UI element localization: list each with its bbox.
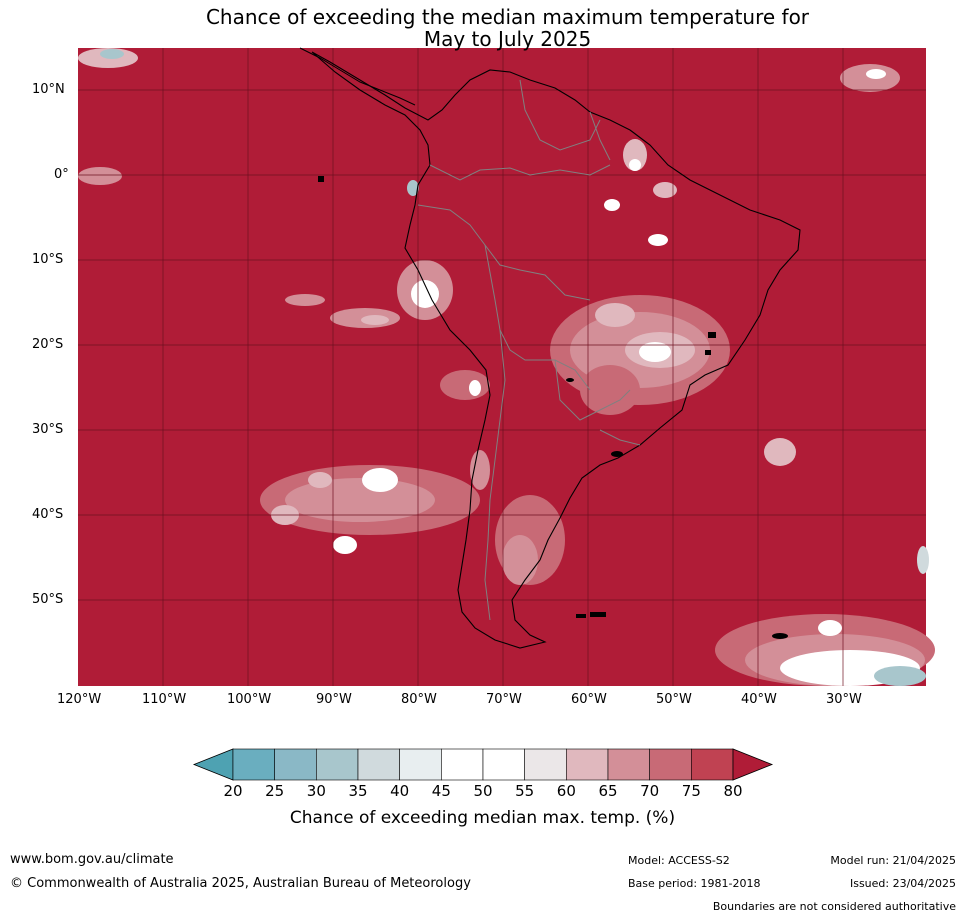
lon-label: 120°W [57, 692, 102, 707]
chart-title-line2: May to July 2025 [423, 27, 592, 51]
lon-label: 100°W [227, 692, 272, 707]
lon-label: 70°W [486, 692, 522, 707]
lon-label: 30°W [826, 692, 862, 707]
lon-label: 80°W [401, 692, 437, 707]
colorbar-tick-label: 50 [473, 782, 493, 800]
colorbar-segment [691, 748, 734, 781]
country-borders [417, 79, 641, 621]
colorbar-segment [316, 748, 359, 781]
colorbar-tick-label: 60 [556, 782, 576, 800]
colorbar-tick-label: 65 [598, 782, 618, 800]
colorbar-tick-label: 75 [681, 782, 701, 800]
boundaries-disclaimer: Boundaries are not considered authoritat… [712, 900, 956, 913]
colorbar-tick-label: 20 [223, 782, 243, 800]
colorbar-segment [566, 748, 609, 781]
colorbar-low-extension [192, 748, 234, 781]
copyright: © Commonwealth of Australia 2025, Austra… [10, 876, 471, 891]
website-link[interactable]: www.bom.gov.au/climate [10, 852, 174, 867]
lon-label: 50°W [656, 692, 692, 707]
lat-label: 30°S [32, 422, 64, 437]
colorbar-segment [441, 748, 484, 781]
base-period: Base period: 1981-2018 [628, 877, 761, 890]
graticule [78, 48, 926, 686]
chart-title-line1: Chance of exceeding the median maximum t… [205, 5, 810, 29]
colorbar-label: Chance of exceeding median max. temp. (%… [289, 808, 676, 828]
colorbar-high-extension [732, 748, 774, 781]
lat-label: 10°S [32, 252, 64, 267]
colorbar-tick-label: 70 [640, 782, 660, 800]
colorbar-tick-label: 80 [723, 782, 743, 800]
lon-label: 110°W [142, 692, 187, 707]
colorbar-segment [482, 748, 525, 781]
lat-label: 10°N [32, 82, 65, 97]
colorbar-segment [399, 748, 442, 781]
colorbar-tick-label: 45 [431, 782, 451, 800]
colorbar [192, 748, 774, 781]
central-america-coastline [299, 47, 416, 106]
lat-label: 20°S [32, 337, 64, 352]
model-run: Model run: 21/04/2025 [830, 854, 956, 867]
colorbar-segment [607, 748, 650, 781]
lakes [566, 378, 623, 457]
colorbar-tick-label: 40 [390, 782, 410, 800]
colorbar-tick-label: 55 [515, 782, 535, 800]
colorbar-segment [232, 748, 275, 781]
colorbar-segment [649, 748, 692, 781]
colorbar-tick-label: 35 [348, 782, 368, 800]
colorbar-segment [357, 748, 400, 781]
islands [318, 176, 788, 639]
model-name: Model: ACCESS-S2 [628, 854, 730, 867]
colorbar-tick-label: 25 [265, 782, 285, 800]
lon-label: 40°W [741, 692, 777, 707]
probability-patches [78, 48, 935, 686]
lat-label: 40°S [32, 507, 64, 522]
lat-label: 50°S [32, 592, 64, 607]
lat-label: 0° [54, 167, 69, 182]
issued-date: Issued: 23/04/2025 [849, 877, 956, 890]
colorbar-segment [274, 748, 317, 781]
colorbar-segment [524, 748, 567, 781]
lon-label: 60°W [571, 692, 607, 707]
colorbar-tick-label: 30 [306, 782, 326, 800]
map-panel [78, 48, 926, 686]
lon-label: 90°W [316, 692, 352, 707]
south-america-coastline [311, 51, 801, 649]
